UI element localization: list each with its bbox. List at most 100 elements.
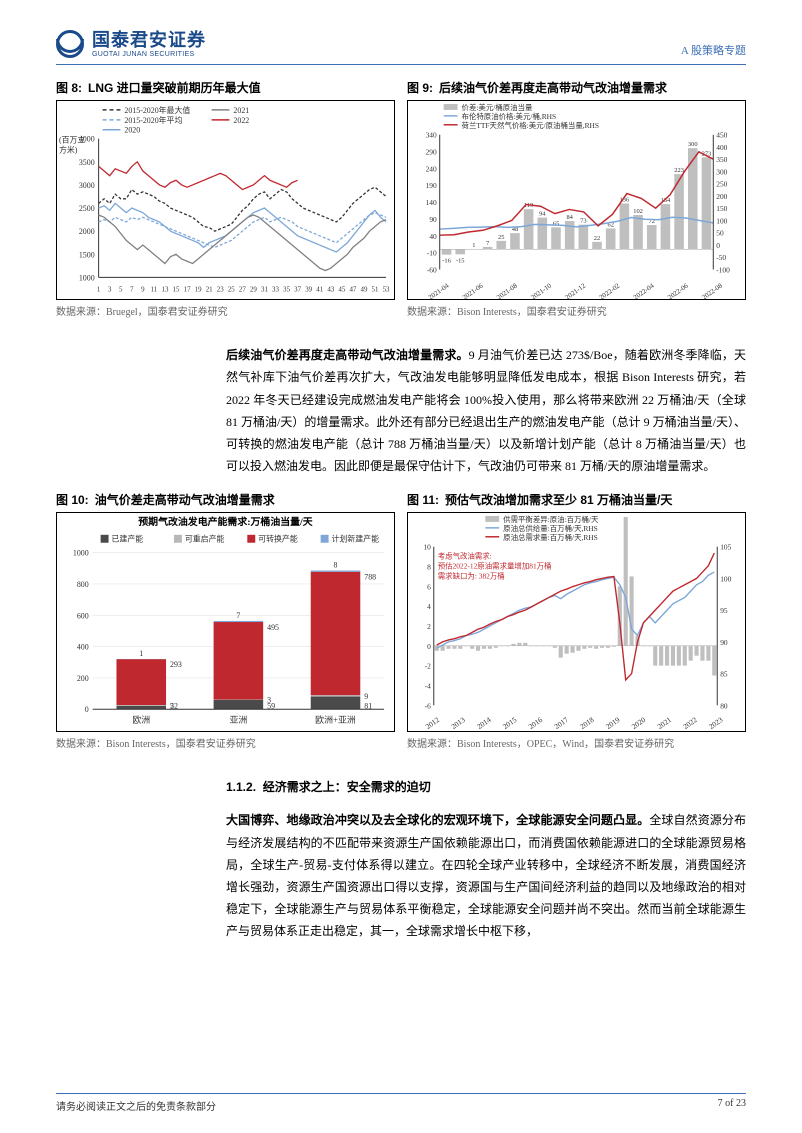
svg-text:原油总供给量:百万桶/天,RHS: 原油总供给量:百万桶/天,RHS [503, 523, 598, 533]
svg-text:102: 102 [633, 208, 643, 215]
fig11-num: 图 11: [407, 493, 439, 507]
svg-text:5: 5 [119, 286, 123, 293]
figure-11: 图 11: 预估气改油增加需求至少 81 万桶油当量/天 供需平衡差异:原油:百万… [407, 491, 746, 762]
svg-text:19: 19 [195, 286, 202, 293]
svg-text:4000: 4000 [79, 135, 95, 144]
fig9-title: 后续油气价差再度走高带动气改油增量需求 [439, 81, 667, 95]
svg-text:3500: 3500 [79, 158, 95, 167]
svg-text:2021-08: 2021-08 [496, 282, 519, 299]
svg-text:可重启产能: 可重启产能 [185, 534, 225, 544]
svg-text:原油总需求量:百万桶/天,RHS: 原油总需求量:百万桶/天,RHS [503, 532, 598, 542]
svg-text:供需平衡差异:原油:百万桶/天: 供需平衡差异:原油:百万桶/天 [503, 514, 599, 524]
fig9-source: 数据来源：Bison Interests，国泰君安证券研究 [407, 303, 746, 318]
svg-text:2022-08: 2022-08 [701, 282, 724, 299]
fig11-source: 数据来源：Bison Interests，OPEC，Wind，国泰君安证券研究 [407, 735, 746, 750]
header-topic: A 股策略专题 [681, 42, 746, 58]
svg-text:200: 200 [77, 674, 89, 683]
footer-disclaimer: 请务必阅读正文之后的免责条款部分 [56, 1098, 216, 1113]
svg-text:2022: 2022 [233, 116, 249, 125]
svg-text:95: 95 [720, 606, 728, 615]
svg-text:39: 39 [305, 286, 312, 293]
svg-text:2021: 2021 [233, 106, 249, 115]
para2-lead: 大国博弈、地缘政治冲突以及去全球化的宏观环境下，全球能源安全问题凸显。 [226, 813, 649, 827]
svg-text:预估2022-12原油需求量增加81万桶: 预估2022-12原油需求量增加81万桶 [438, 561, 552, 571]
svg-text:90: 90 [720, 638, 728, 647]
svg-text:31: 31 [261, 286, 268, 293]
fig8-title: LNG 进口量突破前期历年最大值 [88, 81, 261, 95]
svg-text:2000: 2000 [79, 227, 95, 236]
svg-text:3: 3 [267, 696, 271, 705]
svg-text:49: 49 [360, 286, 367, 293]
fig10-num: 图 10: [56, 493, 89, 507]
fig9-chart: 价差:美元/桶原油当量布伦特原油价格:美元/桶,RHS荷兰TTF天然气价格:美元… [408, 101, 745, 299]
svg-text:2016: 2016 [527, 715, 545, 731]
svg-text:1: 1 [97, 286, 101, 293]
svg-text:450: 450 [716, 131, 727, 140]
svg-text:29: 29 [250, 286, 257, 293]
svg-text:2021-06: 2021-06 [462, 282, 485, 299]
svg-text:8: 8 [427, 563, 431, 572]
svg-text:27: 27 [239, 286, 246, 293]
svg-text:欧洲: 欧洲 [132, 714, 150, 725]
svg-text:300: 300 [716, 167, 727, 176]
paragraph-2: 大国博弈、地缘政治冲突以及去全球化的宏观环境下，全球能源安全问题凸显。全球自然资… [226, 809, 746, 942]
svg-text:2: 2 [427, 622, 431, 631]
svg-text:293: 293 [170, 660, 182, 669]
svg-text:9: 9 [364, 692, 368, 701]
svg-text:65: 65 [553, 220, 559, 227]
svg-text:53: 53 [383, 286, 390, 293]
section-title: 经济需求之上：安全需求的迫切 [263, 780, 431, 794]
svg-text:3: 3 [108, 286, 112, 293]
fig11-title: 预估气改油增加需求至少 81 万桶油当量/天 [445, 493, 672, 507]
svg-text:0: 0 [716, 241, 720, 250]
svg-text:2012: 2012 [424, 715, 442, 731]
svg-text:223: 223 [674, 167, 684, 174]
svg-text:33: 33 [272, 286, 279, 293]
svg-text:2019: 2019 [604, 715, 622, 731]
svg-text:23: 23 [217, 286, 224, 293]
svg-text:41: 41 [316, 286, 323, 293]
svg-text:6: 6 [427, 583, 431, 592]
svg-text:1500: 1500 [79, 250, 95, 259]
svg-text:35: 35 [283, 286, 290, 293]
svg-text:3000: 3000 [79, 181, 95, 190]
svg-text:8: 8 [334, 561, 338, 570]
figure-9: 图 9:后续油气价差再度走高带动气改油增量需求 价差:美元/桶原油当量布伦特原油… [407, 79, 746, 330]
fig8-num: 图 8: [56, 81, 82, 95]
svg-text:90: 90 [429, 215, 437, 224]
figure-10: 图 10:油气价差走高带动气改油增量需求 预期气改油发电产能需求:万桶油当量/天… [56, 491, 395, 762]
svg-text:84: 84 [566, 214, 573, 221]
svg-text:-15: -15 [456, 257, 465, 264]
svg-text:13: 13 [162, 286, 169, 293]
svg-text:94: 94 [539, 211, 546, 218]
svg-text:2015-2020年平均: 2015-2020年平均 [124, 115, 182, 125]
svg-text:-50: -50 [716, 253, 726, 262]
svg-text:荷兰TTF天然气价格:美元/原油桶当量,RHS: 荷兰TTF天然气价格:美元/原油桶当量,RHS [462, 120, 600, 130]
logo-cn: 国泰君安证券 [92, 31, 206, 49]
svg-text:0: 0 [85, 706, 89, 715]
svg-text:亚洲: 亚洲 [229, 715, 247, 725]
fig10-source: 数据来源：Bison Interests，国泰君安证券研究 [56, 735, 395, 750]
svg-text:190: 190 [426, 181, 437, 190]
svg-text:-2: -2 [425, 662, 431, 671]
svg-text:15: 15 [173, 286, 180, 293]
svg-text:25: 25 [228, 286, 235, 293]
para1-text: 9 月油气价差已达 273$/Boe，随着欧洲冬季降临，天然气补库下油气价差再次… [226, 348, 746, 473]
footer-page: 7 of 23 [718, 1098, 746, 1113]
svg-text:105: 105 [720, 543, 731, 552]
svg-text:50: 50 [716, 229, 724, 238]
section-1-1-2: 1.1.2. 经济需求之上：安全需求的迫切 [226, 778, 746, 795]
fig8-source: 数据来源：Bruegel，国泰君安证券研究 [56, 303, 395, 318]
svg-text:-60: -60 [427, 265, 437, 274]
svg-text:100: 100 [720, 575, 731, 584]
svg-text:80: 80 [720, 702, 728, 711]
svg-text:-4: -4 [425, 682, 431, 691]
svg-text:300: 300 [688, 141, 698, 148]
logo-en: GUOTAI JUNAN SECURITIES [92, 51, 206, 58]
svg-text:7: 7 [486, 240, 490, 247]
section-num: 1.1.2. [226, 780, 256, 794]
svg-text:4: 4 [427, 602, 431, 611]
figure-8: 图 8:LNG 进口量突破前期历年最大值 2015-2020年最大值2015-2… [56, 79, 395, 330]
svg-text:22: 22 [594, 235, 600, 242]
svg-text:495: 495 [267, 623, 279, 632]
